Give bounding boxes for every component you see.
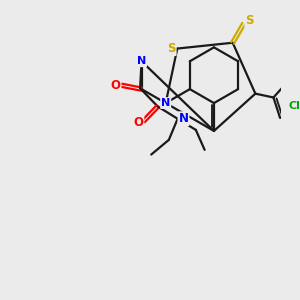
Text: N: N (161, 98, 170, 108)
Text: O: O (133, 116, 143, 129)
Text: S: S (167, 42, 176, 55)
Text: O: O (110, 79, 121, 92)
Text: S: S (245, 14, 254, 27)
Text: N: N (137, 56, 146, 66)
Text: N: N (178, 112, 188, 125)
Text: Cl: Cl (288, 101, 300, 111)
